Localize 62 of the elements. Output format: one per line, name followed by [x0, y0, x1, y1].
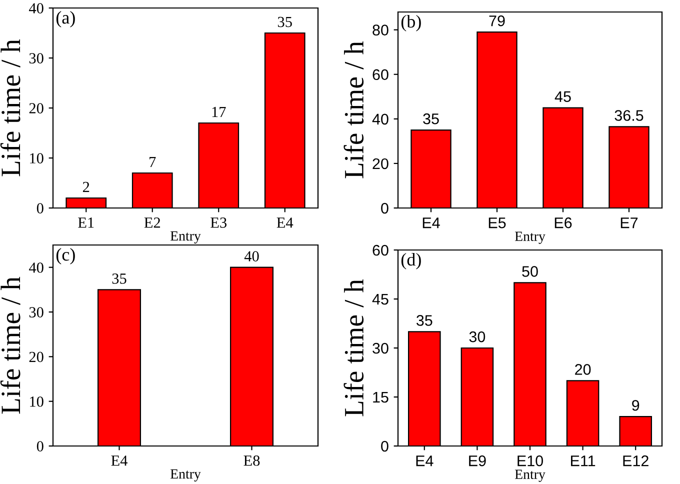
chart-title: (d): [401, 252, 421, 270]
y-tick-label: 20: [29, 352, 44, 362]
x-tick-label: E8: [244, 455, 260, 466]
y-tick-label: 45: [372, 294, 388, 305]
data-label: 35: [112, 274, 126, 284]
y-tick-label: 0: [381, 440, 388, 452]
x-tick-label: E10: [518, 455, 543, 466]
x-tick-label: E3: [210, 218, 227, 228]
data-label: 45: [554, 91, 571, 102]
data-label: 36.5: [614, 110, 644, 121]
x-tick-label: E12: [623, 455, 648, 466]
data-label: 20: [575, 364, 591, 375]
data-label: 40: [244, 251, 259, 262]
x-tick-label: E9: [469, 455, 486, 466]
data-label: 79: [489, 15, 505, 26]
x-axis-title: Entry: [514, 232, 546, 244]
data-label: 9: [632, 400, 640, 411]
x-axis-title: Entry: [170, 469, 201, 482]
data-label: 35: [416, 315, 432, 326]
x-tick-label: E4: [276, 218, 294, 228]
y-tick-label: 15: [373, 392, 388, 403]
data-label: 30: [469, 331, 486, 342]
x-tick-label: E2: [144, 218, 160, 228]
chart-title: (b): [401, 14, 421, 32]
y-tick-label: 30: [29, 307, 44, 318]
x-tick-label: E11: [571, 456, 596, 466]
data-label: 50: [522, 266, 538, 277]
y-tick-label: 60: [372, 244, 388, 256]
y-tick-label: 30: [372, 342, 388, 354]
y-tick-label: 20: [372, 158, 388, 170]
y-tick-label: 60: [372, 69, 388, 80]
y-tick-label: 10: [30, 396, 44, 407]
x-tick-label: E5: [488, 218, 506, 228]
y-tick-label: 20: [29, 103, 44, 114]
x-axis-title: Entry: [514, 470, 546, 482]
y-tick-label: 40: [28, 262, 44, 273]
data-label: 35: [278, 16, 292, 28]
data-label: 35: [423, 113, 439, 124]
x-tick-label: E4: [111, 456, 128, 466]
y-tick-label: 10: [30, 153, 44, 164]
x-axis-title: Entry: [170, 231, 201, 244]
y-tick-label: 40: [372, 114, 388, 125]
y-tick-label: 80: [372, 24, 388, 36]
x-tick-label: E6: [554, 217, 572, 228]
chart-title: (c): [56, 248, 75, 264]
chart-title: (a): [56, 11, 75, 28]
y-axis-title: Life time / h: [0, 276, 20, 414]
y-tick-label: 0: [381, 202, 388, 214]
y-axis-title: Life time / h: [344, 41, 364, 178]
data-label: 7: [150, 156, 156, 167]
y-tick-label: 0: [36, 441, 44, 452]
x-tick-label: E4: [416, 456, 434, 466]
y-axis-title: Life time / h: [344, 279, 364, 416]
x-tick-label: E1: [78, 218, 94, 228]
y-tick-label: 40: [28, 3, 44, 14]
y-axis-title: Life time / h: [0, 39, 20, 176]
y-tick-label: 0: [36, 203, 44, 214]
data-label: 2: [82, 182, 90, 192]
x-tick-label: E4: [422, 218, 440, 228]
y-tick-label: 30: [29, 53, 44, 64]
data-label: 17: [212, 106, 226, 117]
x-tick-label: E7: [620, 218, 638, 228]
